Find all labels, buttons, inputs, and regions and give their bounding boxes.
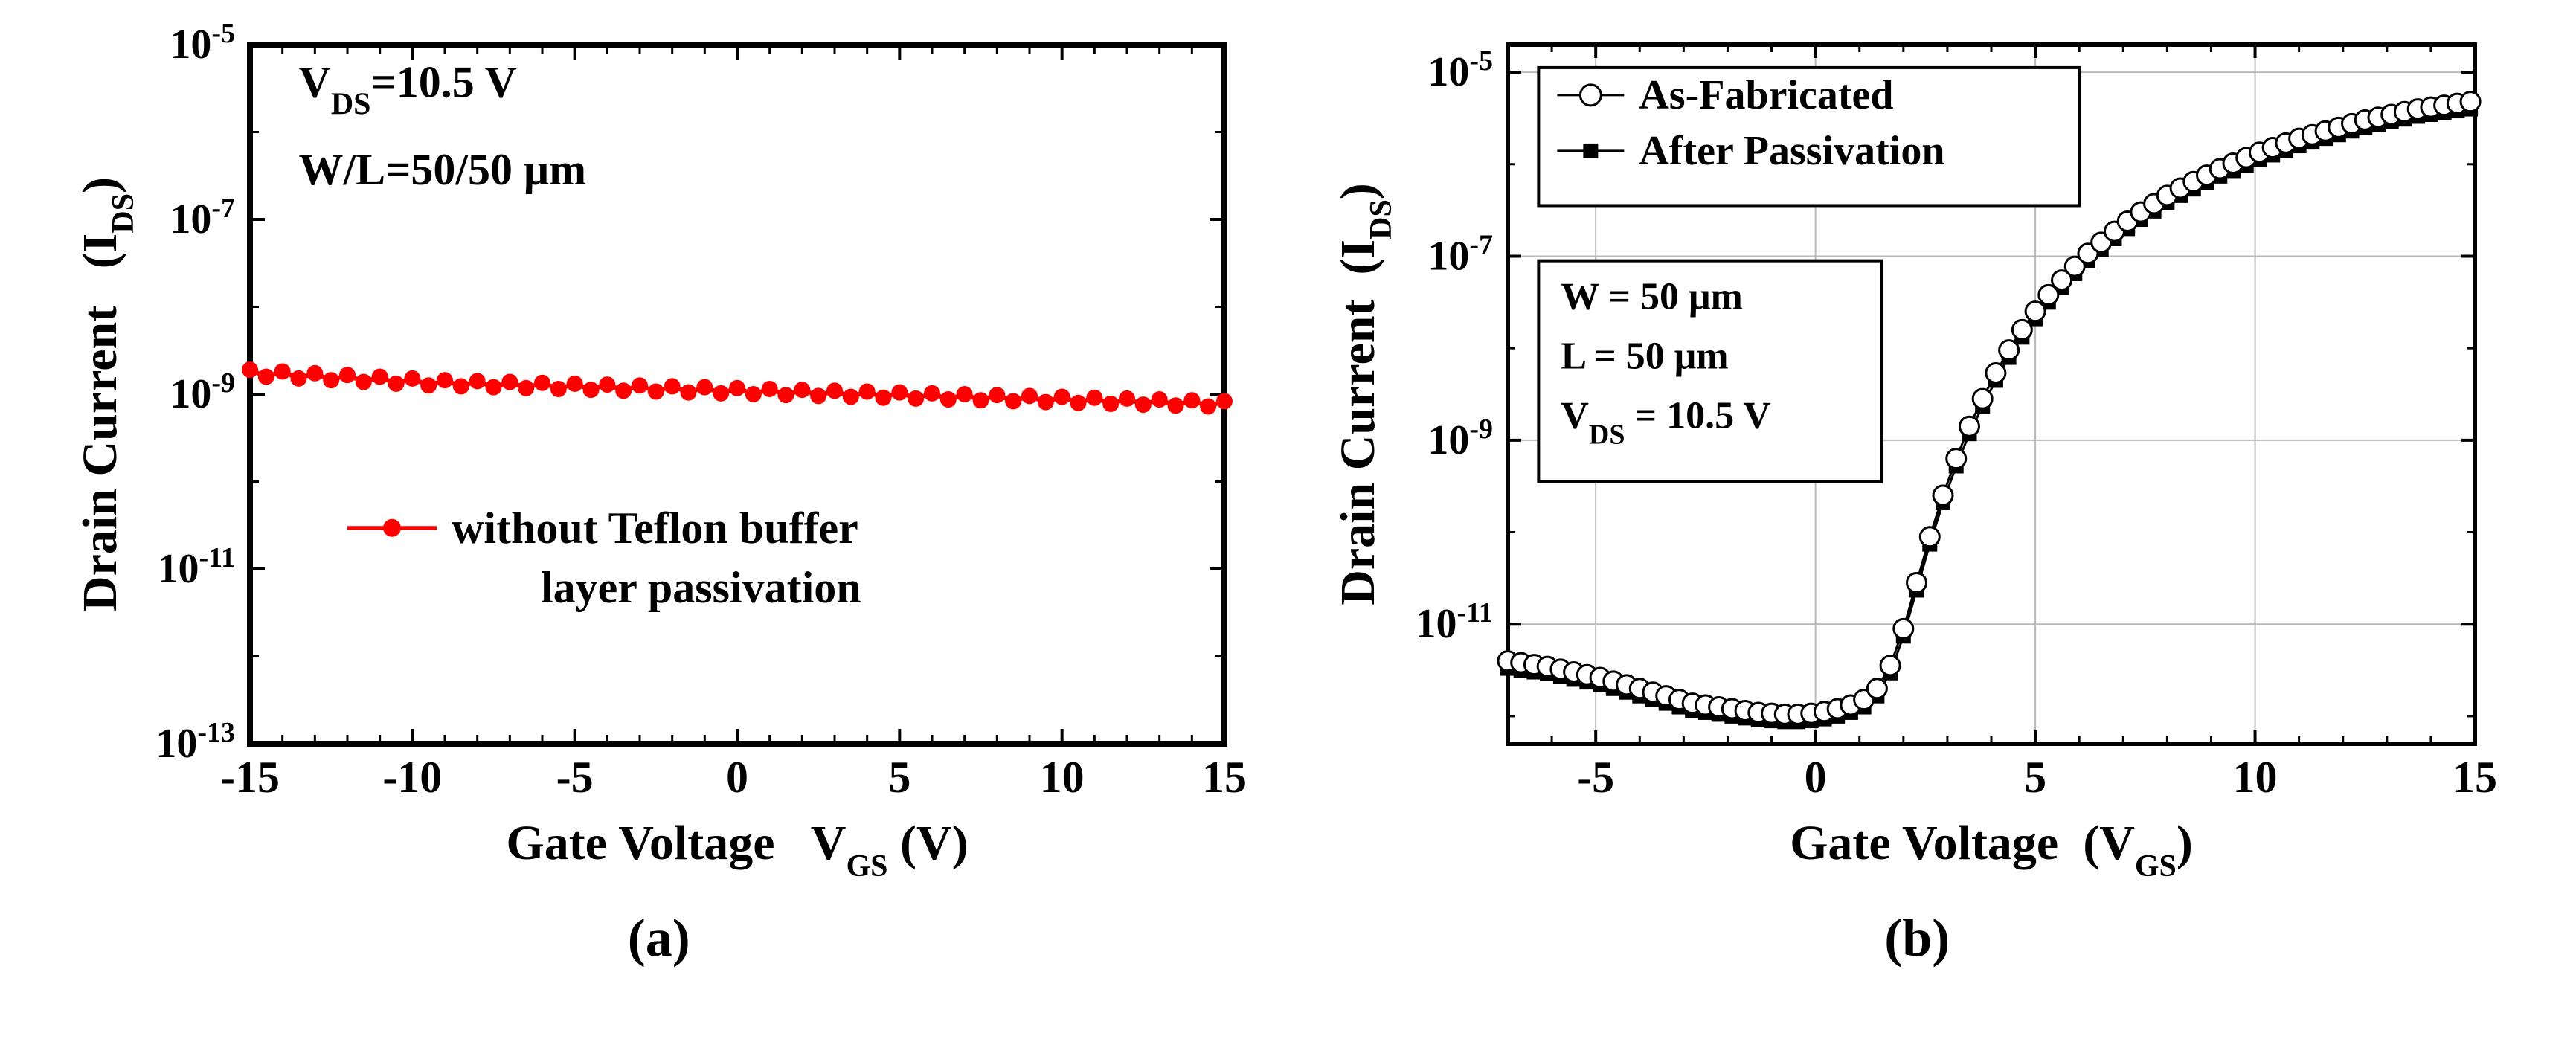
svg-text:10-5: 10-5 bbox=[1428, 45, 1494, 95]
svg-text:10-11: 10-11 bbox=[157, 542, 235, 592]
svg-text:W = 50 μm: W = 50 μm bbox=[1561, 276, 1744, 318]
svg-text:5: 5 bbox=[2024, 753, 2046, 802]
svg-text:-5: -5 bbox=[1577, 753, 1614, 802]
panel-b: -5 0 5 10 15 10-11 10-9 10-7 10-5 Gate Voltage (V… bbox=[1288, 15, 2547, 1027]
subfig-label-b: (b) bbox=[1884, 907, 1950, 969]
svg-text:10-7: 10-7 bbox=[1428, 229, 1494, 279]
svg-text:0: 0 bbox=[726, 753, 748, 802]
svg-text:-15: -15 bbox=[220, 753, 280, 802]
svg-text:Drain Current (IDS): Drain Current (IDS) bbox=[73, 177, 141, 611]
svg-text:0: 0 bbox=[1805, 753, 1827, 802]
svg-text:W/L=50/50 μm: W/L=50/50 μm bbox=[298, 145, 586, 194]
svg-text:5: 5 bbox=[888, 753, 910, 802]
svg-text:10-9: 10-9 bbox=[170, 367, 235, 417]
svg-text:10: 10 bbox=[1039, 753, 1084, 802]
svg-text:-5: -5 bbox=[556, 753, 593, 802]
svg-text:10-7: 10-7 bbox=[170, 193, 235, 242]
svg-text:layer passivation: layer passivation bbox=[541, 563, 861, 612]
svg-text:10-9: 10-9 bbox=[1428, 414, 1494, 463]
svg-text:L = 50 μm: L = 50 μm bbox=[1561, 335, 1729, 378]
panel-a: -15-10-505101510-1310-1110-910-710-5Gate… bbox=[30, 15, 1288, 1027]
figure-root: -15-10-505101510-1310-1110-910-710-5Gate… bbox=[0, 0, 2576, 1042]
svg-text:without Teflon buffer: without Teflon buffer bbox=[452, 504, 858, 553]
svg-text:Drain Current (IDS): Drain Current (IDS) bbox=[1331, 183, 1398, 605]
svg-text:15: 15 bbox=[1202, 753, 1247, 802]
svg-text:10: 10 bbox=[2233, 753, 2278, 802]
svg-text:As-Fabricated: As-Fabricated bbox=[1639, 72, 1894, 118]
svg-text:Gate Voltage (VGS): Gate Voltage (VGS) bbox=[1790, 816, 2193, 884]
subfig-label-a: (a) bbox=[628, 907, 690, 969]
svg-text:10-11: 10-11 bbox=[1416, 597, 1494, 647]
svg-text:Gate Voltage VGS (V): Gate Voltage VGS (V) bbox=[506, 816, 968, 884]
chart-b: -5 0 5 10 15 10-11 10-9 10-7 10-5 Gate Voltage (V… bbox=[1322, 15, 2512, 893]
svg-text:10-5: 10-5 bbox=[170, 18, 235, 68]
chart-a: -15-10-505101510-1310-1110-910-710-5Gate… bbox=[64, 15, 1254, 893]
svg-text:After Passivation: After Passivation bbox=[1639, 128, 1945, 174]
svg-text:-10: -10 bbox=[382, 753, 442, 802]
svg-text:15: 15 bbox=[2453, 753, 2497, 802]
